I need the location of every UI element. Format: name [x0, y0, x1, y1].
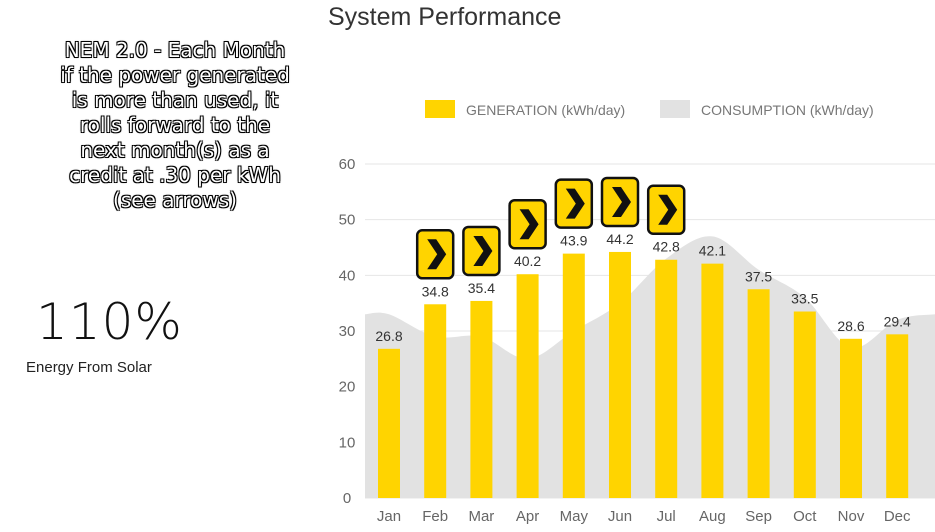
legend-generation-swatch — [425, 100, 455, 118]
arrow-sign-board — [462, 225, 501, 277]
value-label: 29.4 — [884, 313, 911, 329]
chevron-right-icon — [519, 209, 539, 240]
value-labels-group: 26.8 34.8 35.4 40.2 43.9 44.2 42.8 42.1 37.5 33.5… — [375, 231, 911, 344]
x-tick-label: Nov — [838, 508, 865, 525]
value-label: 34.8 — [422, 283, 449, 299]
arrow-signs-group — [415, 176, 686, 280]
y-tick-label: 0 — [343, 490, 351, 507]
axis-labels-group: 0 10 20 30 40 50 60 Jan Feb Mar Apr May Jun Jul Aug Sep… — [339, 156, 911, 525]
generation-bar-oct — [793, 311, 816, 498]
x-tick-label: Aug — [699, 508, 726, 525]
generation-bar-jul — [655, 259, 678, 498]
chevron-right-icon — [612, 186, 631, 217]
x-tick-label: Jul — [657, 508, 676, 525]
arrow-sign-board — [646, 184, 686, 235]
arrow-sign-board — [600, 176, 640, 228]
generation-bar-mar — [470, 300, 493, 498]
arrow-sign-mar — [462, 225, 501, 277]
arrow-sign-jun — [600, 176, 640, 228]
x-tick-label: Feb — [422, 508, 448, 525]
y-tick-label: 10 — [339, 434, 356, 451]
value-label: 33.5 — [791, 291, 818, 307]
x-tick-label: Jan — [377, 508, 401, 525]
arrow-sign-board — [508, 198, 547, 250]
arrow-sign-feb — [415, 229, 455, 280]
value-label: 42.8 — [653, 239, 680, 255]
legend-consumption-label: CONSUMPTION (kWh/day) — [701, 102, 874, 118]
y-tick-label: 60 — [339, 156, 356, 173]
y-tick-label: 40 — [339, 267, 356, 284]
value-label: 28.6 — [837, 318, 864, 334]
chevron-right-icon — [658, 194, 678, 225]
generation-bar-jan — [378, 348, 400, 498]
arrow-sign-apr — [508, 198, 547, 250]
generation-bar-jun — [609, 251, 631, 498]
x-tick-label: Mar — [468, 508, 494, 525]
chart-legend: GENERATION (kWh/day) CONSUMPTION (kWh/da… — [425, 100, 874, 118]
generation-bars-group — [378, 251, 909, 498]
generation-bar-sep — [747, 289, 770, 498]
x-tick-label: Apr — [516, 508, 539, 525]
y-tick-label: 50 — [339, 212, 356, 229]
arrow-sign-may — [554, 178, 594, 229]
value-label: 40.2 — [514, 253, 541, 269]
x-tick-label: Sep — [745, 508, 772, 525]
legend-generation-label: GENERATION (kWh/day) — [466, 102, 625, 118]
y-tick-label: 30 — [339, 323, 356, 340]
value-label: 37.5 — [745, 268, 772, 284]
generation-bar-dec — [886, 334, 909, 498]
generation-bar-nov — [840, 338, 862, 498]
arrow-sign-board — [415, 229, 455, 280]
consumption-area-group — [365, 236, 935, 498]
chevron-right-icon — [427, 239, 447, 270]
generation-bar-may — [562, 253, 585, 498]
value-label: 44.2 — [606, 231, 633, 247]
generation-bar-feb — [424, 304, 447, 498]
chevron-right-icon — [565, 188, 585, 219]
value-label: 35.4 — [468, 280, 495, 296]
value-label: 43.9 — [560, 233, 587, 249]
generation-bar-aug — [701, 263, 724, 498]
chevron-right-icon — [473, 235, 493, 266]
y-tick-label: 20 — [339, 379, 356, 396]
x-tick-label: Dec — [884, 508, 911, 525]
x-tick-label: May — [560, 508, 589, 525]
generation-bar-apr — [516, 274, 539, 498]
value-label: 26.8 — [375, 328, 402, 344]
solar-percentage-label: Energy From Solar — [26, 359, 152, 376]
consumption-area — [365, 236, 935, 498]
x-tick-label: Jun — [608, 508, 632, 525]
legend-consumption-swatch — [660, 100, 690, 118]
solar-percentage: 110% — [36, 293, 183, 351]
x-tick-label: Oct — [793, 508, 817, 525]
arrow-sign-board — [554, 178, 594, 229]
value-label: 42.1 — [699, 243, 726, 259]
chart-title: System Performance — [328, 3, 562, 31]
arrow-sign-jul — [646, 184, 686, 235]
nem-note-text: NEM 2.0 - Each Month if the power genera… — [60, 38, 290, 212]
